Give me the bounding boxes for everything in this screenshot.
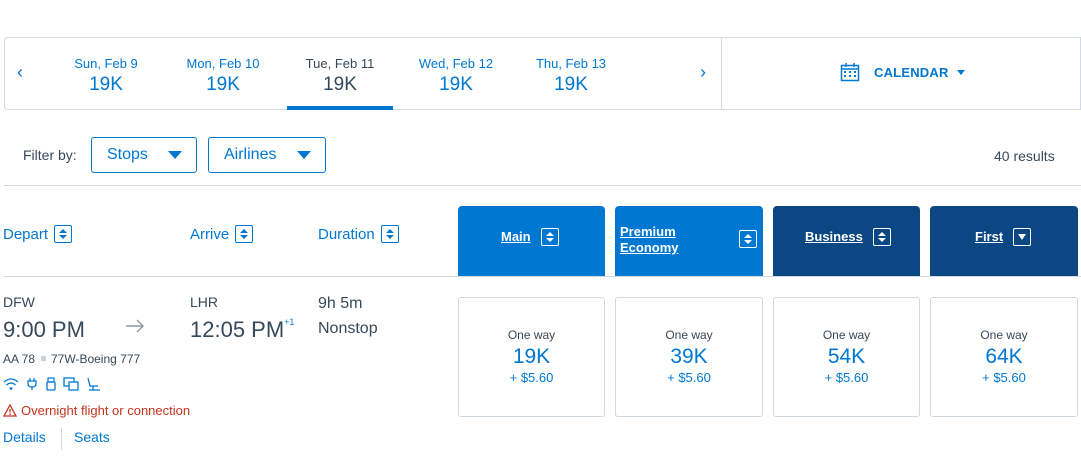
previous-dates-button[interactable]: ‹ [17, 62, 23, 82]
entertainment-icon [63, 377, 79, 396]
aircraft-type: 77W-Boeing 777 [51, 352, 141, 366]
stops-filter-dropdown[interactable]: Stops [91, 137, 197, 173]
arrival-block: 12:05 PM+1 [190, 317, 294, 343]
power-icon [25, 377, 39, 396]
date-price: 19K [439, 74, 473, 95]
fare-trip-type: One way [665, 328, 713, 342]
sort-depart-header[interactable]: Depart [3, 225, 73, 243]
date-label: Tue, Feb 11 [305, 56, 375, 71]
airlines-filter-label: Airlines [224, 146, 277, 163]
date-price: 19K [206, 74, 240, 95]
cabin-header-business[interactable]: Business [773, 206, 920, 276]
wifi-icon [3, 377, 19, 396]
arrive-header-label: Arrive [190, 225, 230, 243]
divider [721, 38, 722, 109]
date-tab-wed-feb-12[interactable]: Wed, Feb 12 19K [403, 38, 509, 110]
warning-icon [3, 404, 17, 417]
separator-dot [41, 356, 46, 361]
fare-miles: 64K [985, 345, 1023, 368]
date-price: 19K [323, 74, 357, 95]
lie-flat-seat-icon [85, 377, 101, 396]
divider [4, 185, 1081, 186]
cabin-name: Business [805, 229, 863, 244]
fare-miles: 19K [512, 345, 551, 368]
fare-trip-type: One way [822, 328, 871, 342]
airlines-filter-dropdown[interactable]: Airlines [208, 137, 326, 173]
depart-time: 9:00 PM [3, 317, 85, 342]
destination-airport: LHR [190, 294, 219, 310]
fare-card-premium-economy[interactable]: One way 39K + $5.60 [615, 297, 763, 417]
fare-card-main[interactable]: One way 19K + $5.60 [458, 297, 605, 417]
amenities [3, 377, 101, 396]
arrive-time: 12:05 PM [190, 317, 285, 342]
divider [4, 276, 1081, 277]
fare-card-business[interactable]: One way 54K + $5.60 [773, 297, 920, 417]
date-label: Wed, Feb 12 [418, 56, 494, 71]
sort-duration-header[interactable]: Duration [318, 225, 399, 243]
sort-icon [540, 228, 559, 246]
date-tab-sun-feb-9[interactable]: Sun, Feb 9 19K [53, 38, 159, 110]
fare-tax: + $5.60 [824, 370, 869, 385]
flight-duration: 9h 5m [318, 295, 363, 312]
date-price: 19K [554, 74, 588, 95]
cabin-header-first[interactable]: First [930, 206, 1078, 276]
date-label: Mon, Feb 10 [186, 56, 260, 71]
cabin-name-line1: Premium [620, 224, 676, 239]
calendar-icon [840, 62, 860, 82]
sort-icon [739, 230, 757, 248]
cabin-header-main[interactable]: Main [458, 206, 605, 276]
filter-label: Filter by: [23, 147, 77, 163]
day-offset-badge: +1 [284, 317, 295, 327]
divider [61, 428, 62, 450]
warning-text: Overnight flight or connection [21, 403, 191, 418]
sort-desc-icon [1013, 228, 1032, 246]
overnight-warning: Overnight flight or connection [3, 403, 190, 418]
usb-icon [45, 377, 57, 396]
sort-icon [54, 225, 73, 243]
fare-miles: 54K [827, 345, 866, 368]
origin-airport: DFW [3, 294, 35, 310]
sort-icon [872, 228, 891, 246]
seats-link[interactable]: Seats [74, 429, 110, 445]
date-tab-tue-feb-11[interactable]: Tue, Feb 11 19K [287, 38, 393, 110]
depart-header-label: Depart [3, 225, 49, 243]
duration-header-label: Duration [318, 225, 375, 243]
sort-icon [380, 225, 399, 243]
cabin-name: Main [501, 229, 531, 244]
sort-icon [235, 225, 254, 243]
flight-number: AA 78 [3, 352, 36, 366]
cabin-name-line2: Economy [620, 240, 679, 255]
cabin-name: First [975, 229, 1004, 244]
fare-trip-type: One way [507, 328, 556, 342]
fare-miles: 39K [670, 345, 708, 368]
date-tab-mon-feb-10[interactable]: Mon, Feb 10 19K [170, 38, 276, 110]
date-price: 19K [89, 74, 123, 95]
fare-tax: + $5.60 [982, 370, 1026, 385]
date-label: Sun, Feb 9 [74, 56, 138, 71]
sort-arrive-header[interactable]: Arrive [190, 225, 254, 243]
caret-down-icon [168, 151, 182, 159]
stops-info: Nonstop [318, 320, 378, 337]
results-count: 40 results [994, 148, 1055, 164]
date-carousel: ‹ Sun, Feb 9 19K Mon, Feb 10 19K Tue, Fe… [4, 37, 1081, 110]
fare-tax: + $5.60 [667, 370, 711, 385]
cabin-header-premium-economy[interactable]: Premium Economy [615, 206, 763, 276]
caret-down-icon [297, 151, 311, 159]
date-tab-thu-feb-13[interactable]: Thu, Feb 13 19K [518, 38, 624, 110]
details-link[interactable]: Details [3, 429, 46, 445]
stops-filter-label: Stops [107, 146, 148, 163]
next-dates-button[interactable]: › [700, 62, 706, 82]
fare-card-first[interactable]: One way 64K + $5.60 [930, 297, 1078, 417]
fare-trip-type: One way [980, 328, 1028, 342]
date-label: Thu, Feb 13 [535, 56, 607, 71]
calendar-button[interactable]: CALENDAR [840, 62, 965, 82]
fare-tax: + $5.60 [509, 370, 554, 385]
calendar-label: CALENDAR [874, 64, 949, 80]
caret-down-icon [956, 69, 965, 75]
arrow-right-icon [124, 316, 146, 341]
